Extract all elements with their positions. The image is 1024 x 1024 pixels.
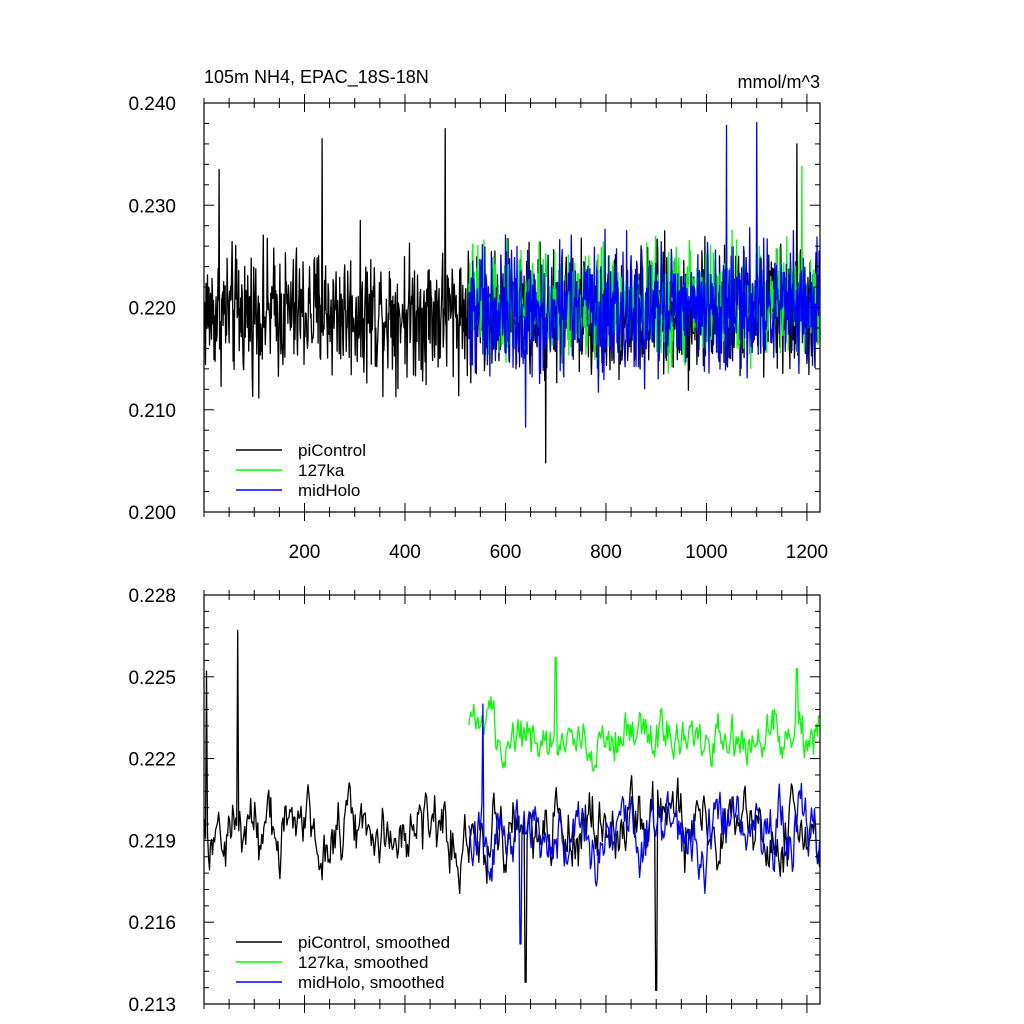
legend-label: midHolo: [298, 481, 360, 500]
y-tick-label: 0.219: [128, 831, 176, 852]
y-tick-label: 0.220: [128, 299, 176, 320]
x-tick-label: 1200: [786, 542, 828, 563]
y-tick-label: 0.230: [128, 196, 176, 217]
top-panel: 200 400 600 800 1000 1200 0.200 0.210 0.220 0.230…: [128, 94, 828, 563]
x-tick-label: 200: [289, 542, 321, 563]
legend-label: midHolo, smoothed: [298, 973, 444, 992]
x-tick-label: 1000: [685, 542, 727, 563]
x-tick-label: 800: [590, 542, 622, 563]
series-line-2: [468, 703, 821, 945]
x-tick-label: 600: [490, 542, 522, 563]
bottom-panel: 0.213 0.216 0.219 0.222 0.225 0.228 piControl,…: [128, 586, 821, 1016]
legend-label: piControl, smoothed: [298, 933, 450, 952]
plot-frame: [203, 594, 821, 1005]
series-line-2: [468, 121, 821, 428]
y-tick-label: 0.228: [128, 586, 176, 607]
chart-title: 105m NH4, EPAC_18S-18N: [204, 67, 429, 88]
y-tick-label: 0.216: [128, 913, 176, 934]
y-tick-label: 0.222: [128, 750, 176, 771]
units-label: mmol/m^3: [738, 72, 820, 92]
series-line-0: [203, 629, 821, 992]
legend-label: 127ka, smoothed: [298, 953, 428, 972]
y-tick-label: 0.200: [128, 503, 176, 524]
legend-label: piControl: [298, 441, 366, 460]
legend-label: 127ka: [298, 461, 345, 480]
y-tick-label: 0.240: [128, 94, 176, 115]
y-tick-label: 0.210: [128, 401, 176, 422]
series-line-1: [468, 657, 821, 773]
x-tick-label: 400: [389, 542, 421, 563]
y-tick-label: 0.213: [128, 995, 176, 1016]
y-tick-label: 0.225: [128, 668, 176, 689]
